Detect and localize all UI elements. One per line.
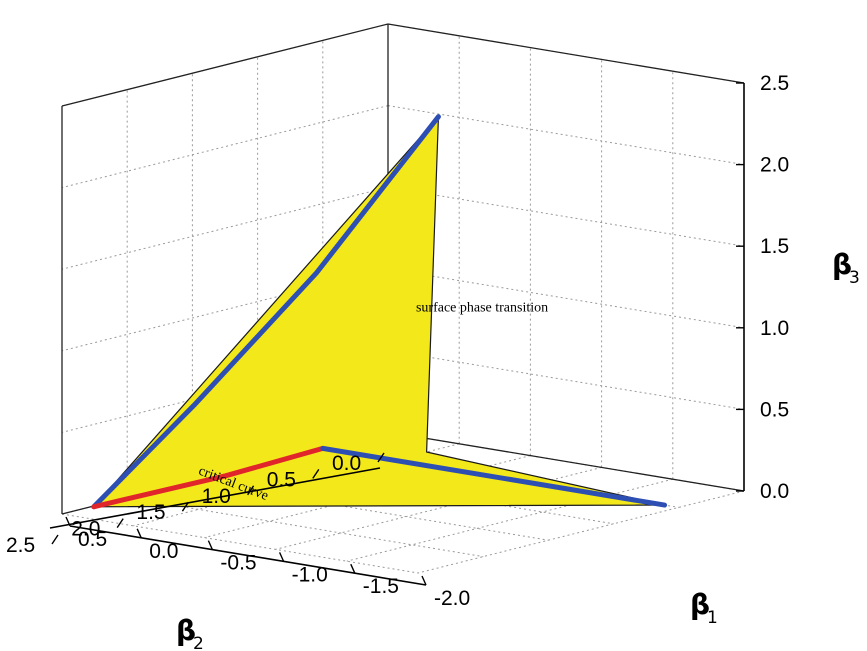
curve-layer bbox=[91, 114, 668, 510]
b1-tick-label: -2.0 bbox=[434, 587, 470, 610]
frame-edge bbox=[387, 431, 745, 492]
b3-tick-label: 2.0 bbox=[760, 154, 789, 177]
surface-phase-transition-face bbox=[93, 116, 666, 508]
b3-tick-label: 0.5 bbox=[760, 398, 789, 421]
grid-line bbox=[387, 105, 745, 166]
b2-tick-label: 2.0 bbox=[71, 518, 100, 541]
b2-tick bbox=[312, 469, 320, 479]
b2-tick bbox=[247, 485, 255, 496]
grid-line bbox=[61, 186, 389, 270]
b1-tick bbox=[278, 552, 285, 562]
b1-tick-label: -1.5 bbox=[363, 575, 399, 598]
b3-axis-title-subscript: 3 bbox=[849, 268, 860, 288]
curve-critical-curve bbox=[91, 445, 326, 510]
grid-line bbox=[61, 105, 389, 189]
grid-line bbox=[417, 490, 745, 574]
b1-tick-label: 0.5 bbox=[78, 528, 107, 551]
frame-edge bbox=[61, 23, 389, 107]
b1-tick bbox=[421, 575, 427, 586]
grid-line bbox=[387, 268, 745, 329]
b2-tick-label: 1.5 bbox=[136, 501, 165, 524]
b2-axis-title: β bbox=[176, 614, 196, 647]
b1-axis-title: β bbox=[690, 588, 710, 621]
curve-phase-boundary-lower bbox=[320, 445, 668, 508]
b1-axis-title-subscript: 1 bbox=[707, 608, 718, 628]
curve-phase-boundary-upper bbox=[91, 114, 441, 510]
b1-tick bbox=[207, 540, 214, 550]
b3-axis-title: β bbox=[832, 248, 852, 281]
axes-layer: 0.0 0.5 1.0 1.5 2.0 2.5 0.0 0.5 1.0 1.5 2.0 2.5 0.5 0… bbox=[6, 72, 860, 651]
b2-tick bbox=[51, 534, 59, 545]
surface-layer bbox=[93, 116, 666, 508]
b2-tick-label: 1.0 bbox=[202, 485, 231, 508]
b1-tick-label: -0.5 bbox=[220, 552, 256, 575]
grid-line bbox=[61, 513, 419, 574]
b2-tick-label: 0.5 bbox=[267, 468, 296, 491]
b2-tick bbox=[116, 518, 124, 528]
surface-phase-transition-label: surface phase transition bbox=[416, 301, 548, 316]
b3-tick-label: 2.5 bbox=[760, 72, 789, 95]
b3-tick-label: 1.0 bbox=[760, 317, 789, 340]
grid-line bbox=[387, 186, 745, 247]
b3-tick-label: 0.0 bbox=[760, 480, 789, 503]
b2-tick-label: 2.5 bbox=[6, 534, 35, 557]
grid-line bbox=[346, 478, 673, 562]
b2-tick-label: 0.0 bbox=[332, 452, 361, 475]
b2-tick bbox=[377, 452, 385, 463]
grid-line bbox=[387, 349, 745, 410]
frame-edge bbox=[387, 23, 745, 84]
b2-axis-line bbox=[49, 467, 381, 529]
b3-tick-label: 1.5 bbox=[760, 235, 789, 258]
b1-tick bbox=[136, 528, 142, 539]
b1-axis-line bbox=[69, 525, 427, 586]
b1-tick-label: -1.0 bbox=[292, 563, 328, 586]
b1-tick bbox=[350, 563, 356, 574]
b2-axis-title-subscript: 2 bbox=[193, 634, 204, 651]
b2-tick bbox=[181, 501, 189, 512]
grid-line bbox=[127, 497, 484, 558]
b1-tick bbox=[65, 516, 71, 527]
b1-tick-label: 0.0 bbox=[149, 540, 178, 563]
